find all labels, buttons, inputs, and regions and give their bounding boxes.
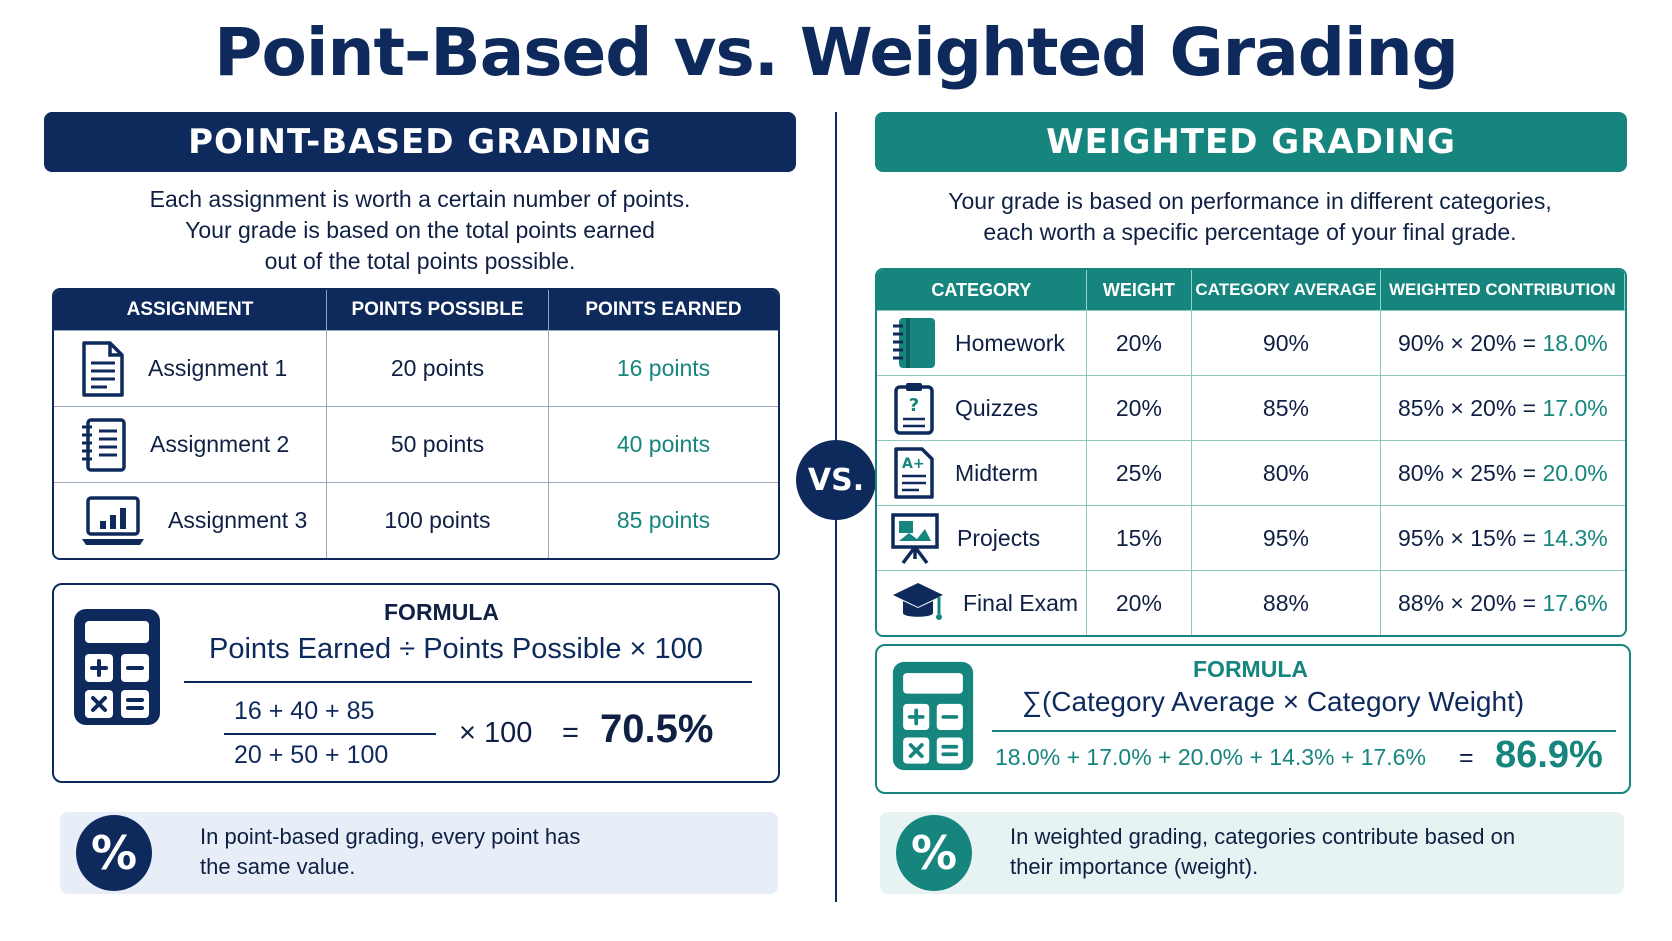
table-row: Assignment 2 50 points 40 points <box>54 406 778 482</box>
formula-label: FORMULA <box>1193 656 1308 682</box>
points-earned: 40 points <box>549 406 778 482</box>
notebook-icon <box>893 318 935 368</box>
formula-expression: ∑(Category Average × Category Weight) <box>1022 686 1525 717</box>
laptop-chart-icon <box>82 495 144 545</box>
svg-text:A+: A+ <box>902 456 925 472</box>
calculator-icon <box>74 609 160 725</box>
point-based-formula-box: FORMULA Points Earned ÷ Points Possible … <box>52 583 780 783</box>
formula-result: 70.5% <box>600 707 714 751</box>
table-row: Projects 15% 95% 95% × 15% = 14.3% <box>877 505 1625 570</box>
point-based-banner: POINT-BASED GRADING <box>44 112 796 172</box>
category-average: 88% <box>1192 570 1381 635</box>
table-row: Assignment 1 20 points 16 points <box>54 330 778 406</box>
points-possible: 50 points <box>327 406 549 482</box>
weight: 25% <box>1086 440 1193 505</box>
page-title: Point-Based vs. Weighted Grading <box>214 14 1459 91</box>
note-line: In weighted grading, categories contribu… <box>1010 824 1516 849</box>
weighted-description: Your grade is based on performance in di… <box>948 188 1552 245</box>
weighted-contribution: 85% × 20% = 17.0% <box>1380 375 1625 440</box>
formula-sum: 18.0% + 17.0% + 20.0% + 14.3% + 17.6% <box>995 744 1426 770</box>
points-earned: 16 points <box>549 330 778 406</box>
formula-multiplier: × 100 <box>459 717 533 749</box>
category-name: Projects <box>957 524 1041 551</box>
weighted-contribution: 95% × 15% = 14.3% <box>1380 505 1625 570</box>
calculator-icon <box>892 661 974 771</box>
weight: 20% <box>1086 570 1193 635</box>
formula-result: 86.9% <box>1495 734 1603 776</box>
quiz-clipboard-icon: ? <box>894 383 934 435</box>
category-name: Midterm <box>955 459 1039 486</box>
category-average: 80% <box>1192 440 1381 505</box>
column-header: WEIGHT <box>1086 270 1193 310</box>
formula-equals: = <box>1459 744 1474 772</box>
assignment-name: Assignment 2 <box>150 431 290 457</box>
weight: 20% <box>1086 310 1193 375</box>
weighted-contribution: 90% × 20% = 18.0% <box>1380 310 1625 375</box>
category-name: Homework <box>955 329 1065 356</box>
category-average: 95% <box>1192 505 1381 570</box>
column-header: POINTS POSSIBLE <box>327 290 549 330</box>
graduation-cap-icon <box>893 583 943 620</box>
assignment-name: Assignment 3 <box>168 507 308 533</box>
category-average: 85% <box>1192 375 1381 440</box>
points-possible: 20 points <box>327 330 549 406</box>
table-row: Final Exam 20% 88% 88% × 20% = 17.6% <box>877 570 1625 635</box>
notebook-icon <box>82 417 126 472</box>
graded-paper-icon: A+ <box>894 447 934 499</box>
category-name: Final Exam <box>963 589 1079 616</box>
table-row: Homework 20% 90% 90% × 20% = 18.0% <box>877 310 1625 375</box>
column-header: WEIGHTED CONTRIBUTION <box>1380 270 1625 310</box>
weighted-contribution: 88% × 20% = 17.6% <box>1380 570 1625 635</box>
column-header: POINTS EARNED <box>549 290 778 330</box>
formula-rule <box>992 730 1616 732</box>
weighted-formula-box: FORMULA ∑(Category Average × Category We… <box>875 644 1631 794</box>
note-line: the same value. <box>200 854 356 879</box>
formula-denominator: 20 + 50 + 100 <box>234 741 389 769</box>
note-line: In point-based grading, every point has <box>200 824 581 849</box>
formula-rule <box>184 681 752 683</box>
svg-text:?: ? <box>909 395 919 416</box>
column-header: CATEGORY AVERAGE <box>1192 270 1381 310</box>
formula-label: FORMULA <box>384 599 499 625</box>
weighted-table: CATEGORY WEIGHT CATEGORY AVERAGE WEIGHTE… <box>875 268 1627 637</box>
point-based-table: ASSIGNMENT POINTS POSSIBLE POINTS EARNED… <box>52 288 780 560</box>
formula-expression: Points Earned ÷ Points Possible × 100 <box>209 633 703 665</box>
weight: 20% <box>1086 375 1193 440</box>
points-possible: 100 points <box>327 482 549 558</box>
document-icon <box>82 340 124 397</box>
weighted-contribution: 80% × 25% = 20.0% <box>1380 440 1625 505</box>
table-row: A+ Midterm 25% 80% 80% × 25% = 20.0% <box>877 440 1625 505</box>
formula-equals: = <box>562 717 579 749</box>
table-row: ? Quizzes 20% 85% 85% × 20% = 17.0% <box>877 375 1625 440</box>
assignment-name: Assignment 1 <box>148 355 288 381</box>
table-row: Assignment 3 100 points 85 points <box>54 482 778 558</box>
column-header: ASSIGNMENT <box>54 290 327 330</box>
weight: 15% <box>1086 505 1193 570</box>
formula-numerator: 16 + 40 + 85 <box>234 697 375 725</box>
presentation-board-icon <box>891 513 939 565</box>
point-based-description: Each assignment is worth a certain numbe… <box>149 186 691 274</box>
point-based-note: % In point-based grading, every point ha… <box>60 812 778 894</box>
vs-badge: VS. <box>796 440 876 520</box>
weighted-note: % In weighted grading, categories contri… <box>880 812 1624 894</box>
points-earned: 85 points <box>549 482 778 558</box>
fraction-bar <box>224 733 436 735</box>
weighted-banner: WEIGHTED GRADING <box>875 112 1627 172</box>
category-name: Quizzes <box>955 394 1039 421</box>
percent-icon: % <box>76 815 152 891</box>
note-line: their importance (weight). <box>1010 854 1259 879</box>
category-average: 90% <box>1192 310 1381 375</box>
column-header: CATEGORY <box>877 270 1087 310</box>
percent-icon: % <box>896 815 972 891</box>
